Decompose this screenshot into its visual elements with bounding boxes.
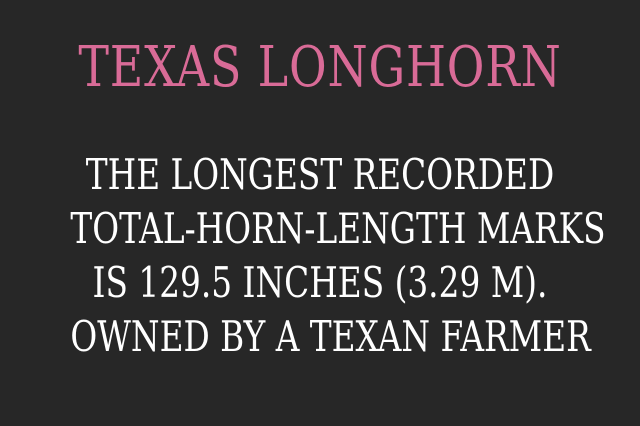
fact-line-4: OWNED BY A TEXAN FARMER [70, 312, 591, 361]
card-title: TEXAS LONGHORN [78, 35, 562, 100]
fact-line-2: TOTAL-HORN-LENGTH MARKS [70, 204, 606, 253]
fact-line-1: THE LONGEST RECORDED [85, 150, 555, 199]
fact-text: THE LONGEST RECORDED TOTAL-HORN-LENGTH M… [0, 148, 640, 364]
fact-line-3: IS 129.5 INCHES (3.29 M). [92, 258, 548, 307]
